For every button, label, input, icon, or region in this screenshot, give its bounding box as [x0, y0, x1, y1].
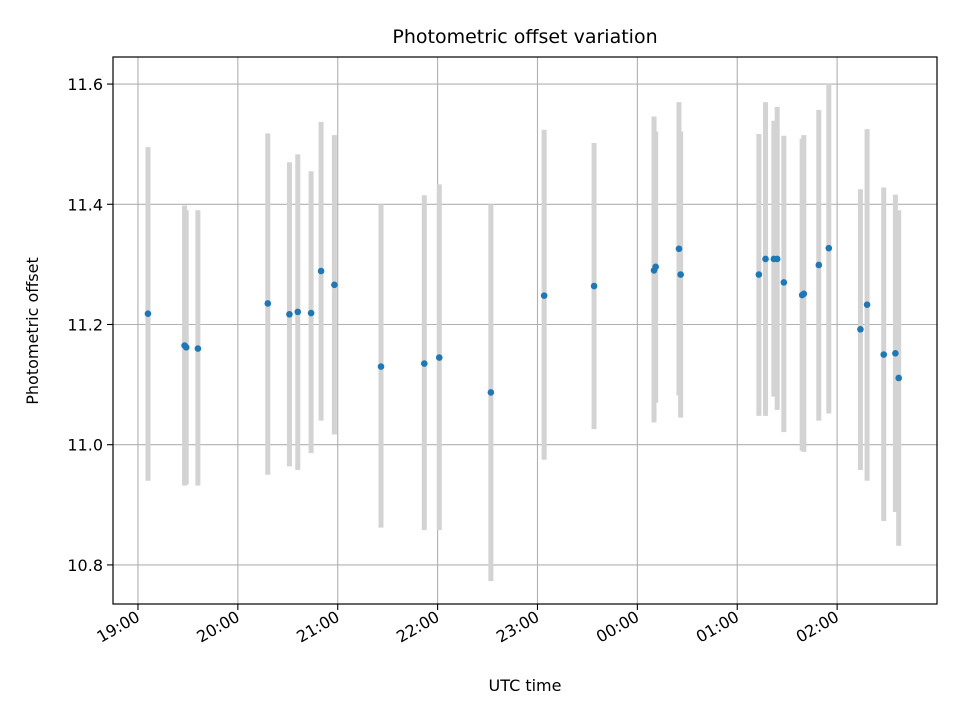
plot-frame — [112, 56, 938, 605]
x-axis-label: UTC time — [489, 676, 562, 695]
data-point — [487, 389, 495, 396]
data-point — [377, 363, 385, 370]
data-point — [895, 374, 903, 382]
y-axis-ticks: 10.8 11.0 11.2 11.4 11.6 — [67, 75, 113, 575]
data-point — [435, 354, 443, 361]
data-point — [800, 290, 808, 298]
y-tick-label: 11.2 — [67, 315, 103, 334]
y-tick-label: 11.6 — [67, 75, 103, 94]
data-point — [182, 344, 190, 351]
y-tick-label: 10.8 — [67, 556, 103, 575]
data-point — [264, 300, 272, 307]
data-point — [590, 282, 598, 290]
y-tick-label: 11.4 — [67, 195, 103, 214]
data-point — [652, 263, 659, 271]
y-axis-label: Photometric offset — [23, 257, 42, 405]
data-point — [677, 271, 684, 278]
data-point — [144, 310, 152, 317]
chart-title: Photometric offset variation — [392, 26, 657, 48]
data-point — [880, 351, 888, 358]
data-point — [857, 325, 864, 333]
data-point — [675, 245, 683, 253]
data-point — [762, 255, 769, 263]
data-point — [317, 267, 325, 275]
data-point — [294, 308, 302, 316]
data-point — [420, 360, 428, 367]
data-point — [780, 279, 788, 286]
data-point — [825, 244, 833, 252]
data-point — [863, 301, 871, 308]
data-points — [144, 244, 903, 396]
data-point — [892, 350, 899, 357]
data-point — [755, 271, 763, 278]
data-point — [194, 345, 202, 352]
data-point — [331, 281, 338, 289]
data-point — [286, 310, 293, 318]
y-tick-label: 11.0 — [67, 436, 103, 455]
data-point — [773, 255, 781, 263]
data-point — [307, 309, 315, 317]
data-point — [815, 261, 823, 269]
data-point — [540, 292, 548, 299]
